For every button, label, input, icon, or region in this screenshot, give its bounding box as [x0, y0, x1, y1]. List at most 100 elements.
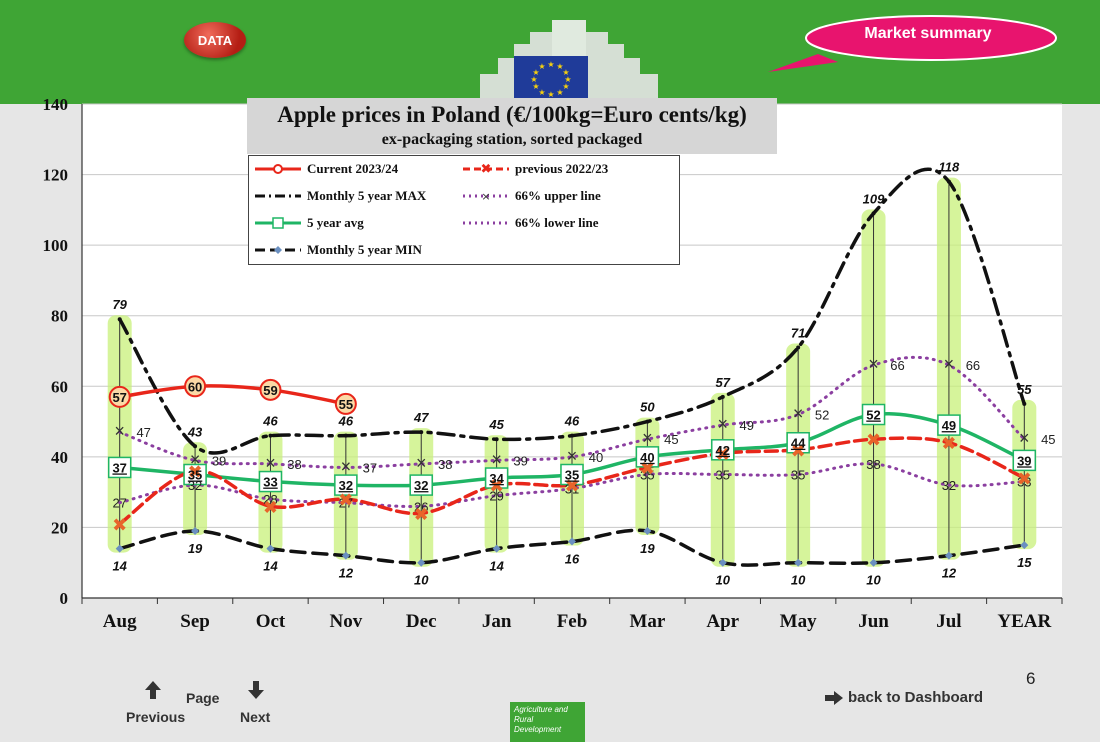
max-marker: [193, 444, 198, 449]
avg-label: 33: [263, 475, 277, 490]
next-page-link[interactable]: Next: [240, 709, 271, 725]
min-marker: [1020, 541, 1029, 550]
max-marker: [1022, 401, 1027, 406]
avg-label: 35: [565, 468, 579, 483]
series-current-line: [117, 384, 348, 406]
current-marker: [184, 375, 207, 398]
upper-label: 66: [890, 358, 904, 373]
min-marker: [115, 544, 124, 553]
avg-marker: [635, 446, 660, 468]
svg-text:★: ★: [538, 62, 545, 71]
min-marker: [341, 551, 350, 560]
max-label: 43: [187, 424, 203, 439]
upper-label: 38: [438, 457, 452, 472]
upper-label: 47: [136, 425, 150, 440]
min-marker: [718, 558, 727, 567]
avg-marker: [258, 470, 283, 493]
upper-marker: ×: [1019, 428, 1030, 448]
legend-min: Monthly 5 year MIN: [253, 240, 422, 260]
previous-page-link[interactable]: Previous: [126, 709, 186, 725]
lower-label: 32: [188, 478, 202, 493]
legend-lower: 66% lower line: [463, 215, 599, 230]
max-label: 55: [1017, 382, 1032, 397]
upper-label: 52: [815, 408, 829, 423]
avg-marker: [484, 467, 509, 489]
data-button[interactable]: DATA: [184, 22, 246, 58]
x-tick-label: Nov: [329, 611, 362, 632]
avg-marker: [334, 474, 358, 496]
avg-label: 39: [1017, 453, 1031, 468]
avg-label: 42: [716, 443, 730, 458]
max-label: 46: [262, 414, 278, 429]
svg-text:★: ★: [562, 68, 569, 77]
avg-label: 35: [188, 468, 202, 483]
max-label: 45: [488, 417, 504, 432]
svg-text:★: ★: [547, 90, 554, 99]
previous-marker: ✖: [564, 476, 579, 497]
upper-label: 39: [513, 453, 527, 468]
svg-text:★: ★: [547, 60, 554, 69]
max-marker: [720, 394, 725, 399]
current-marker: [108, 385, 131, 408]
max-label: 109: [863, 191, 885, 206]
y-axis-ticks: 0 20 40 60 80 100 120 140: [43, 95, 69, 608]
lower-label: 32: [942, 478, 956, 493]
previous-marker: ✖: [941, 434, 956, 455]
max-label: 57: [716, 375, 731, 390]
market-summary-button[interactable]: Market summary: [768, 14, 1068, 76]
min-marker: [266, 544, 275, 553]
min-label: 10: [866, 573, 881, 588]
min-label: 12: [942, 566, 957, 581]
max-marker: [645, 419, 650, 424]
avg-label: 32: [414, 478, 428, 493]
min-label: 14: [112, 559, 127, 574]
previous-marker: ✖: [263, 497, 278, 518]
previous-marker: ✖: [866, 430, 881, 451]
x-axis-ticks: Aug Sep Oct Nov Dec Jan Feb Mar Apr May Jun Jul YEAR: [81, 598, 1063, 632]
upper-marker: ×: [491, 449, 502, 469]
upper-marker: ×: [190, 449, 201, 469]
x-tick-label: Apr: [706, 611, 739, 632]
min-marker: [492, 544, 501, 553]
legend-upper: × 66% upper line: [463, 188, 601, 203]
arrow-up-icon[interactable]: [144, 680, 162, 700]
min-label: 10: [414, 573, 429, 588]
min-label: 19: [640, 541, 655, 556]
max-marker: [117, 317, 122, 322]
x-tick-label: Mar: [629, 611, 665, 632]
arrow-down-icon[interactable]: [247, 680, 265, 700]
eu-commission-logo: ★ ★★ ★★★ ★★★ ★★★: [480, 20, 658, 104]
current-label: 59: [263, 383, 277, 398]
avg-label: 34: [489, 471, 504, 486]
y-tick-label: 100: [43, 236, 69, 255]
min-label: 12: [339, 566, 354, 581]
min-label: 14: [263, 559, 278, 574]
max-marker: [570, 433, 574, 438]
y-tick-label: 120: [43, 166, 69, 185]
max-label: 79: [112, 297, 127, 312]
lower-label: 26: [414, 499, 428, 514]
arrow-right-icon: [825, 690, 843, 705]
min-marker: [417, 558, 426, 567]
avg-label: 32: [339, 478, 353, 493]
upper-label: 37: [363, 460, 377, 475]
previous-marker: ✖: [489, 476, 504, 497]
max-marker: [419, 430, 424, 435]
page-label: Page: [186, 690, 220, 706]
upper-label: 49: [740, 418, 754, 433]
x-tick-label: Dec: [406, 611, 437, 632]
legend-avg: 5 year avg: [253, 213, 364, 233]
current-label: 55: [339, 397, 353, 412]
x-tick-label: Jul: [936, 611, 961, 632]
svg-text:★: ★: [556, 62, 563, 71]
x-tick-label: Feb: [557, 611, 588, 632]
min-marker: [191, 526, 200, 535]
upper-label: 45: [664, 432, 678, 447]
upper-label: 40: [589, 450, 603, 465]
upper-marker: ×: [718, 414, 729, 434]
min-label: 14: [489, 559, 504, 574]
y-tick-label: 80: [51, 307, 68, 326]
back-to-dashboard-link[interactable]: back to Dashboard: [824, 689, 983, 706]
avg-marker: [786, 431, 810, 454]
